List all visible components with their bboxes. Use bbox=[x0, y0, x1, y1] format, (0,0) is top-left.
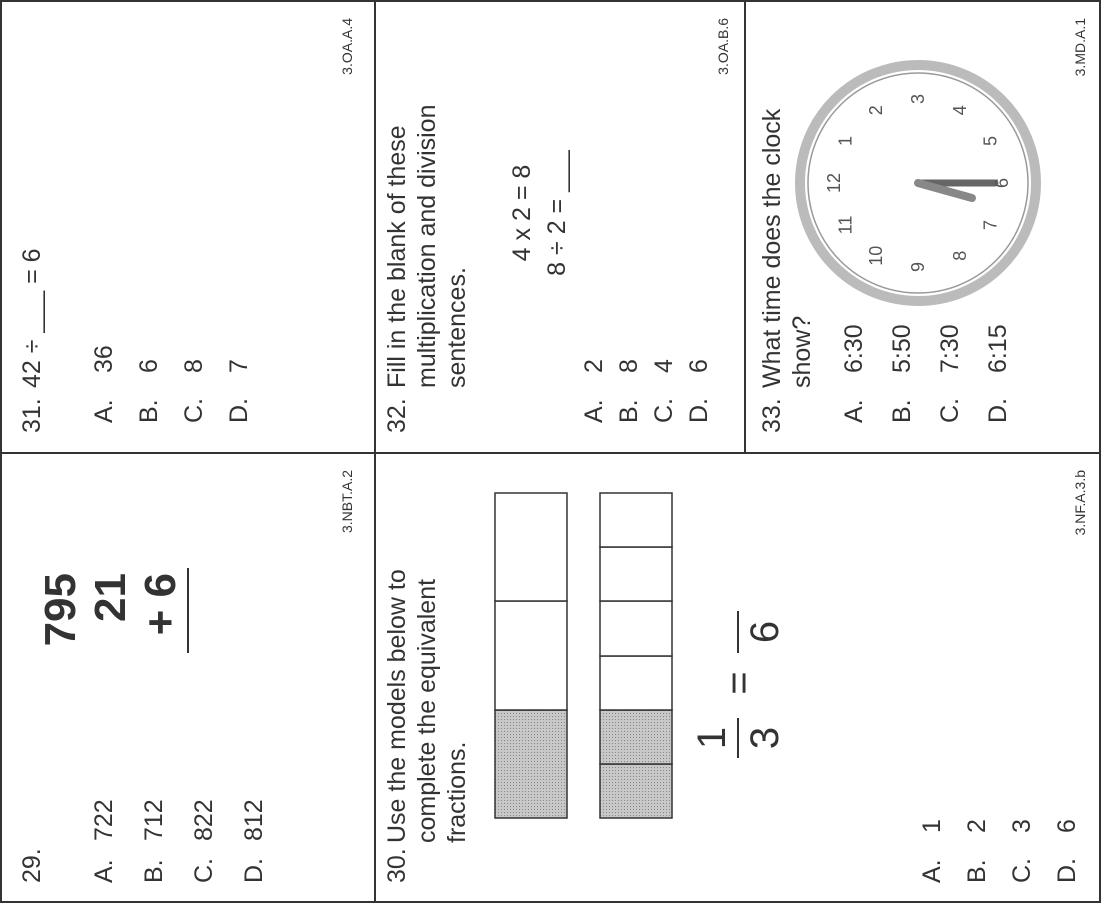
choice-letter: B. bbox=[140, 859, 168, 883]
question-number: 32. bbox=[383, 398, 411, 433]
prompt-line: complete the equivalent bbox=[413, 579, 441, 843]
choice-text: 6 bbox=[135, 359, 163, 373]
choice-text: 6:30 bbox=[840, 324, 868, 373]
choice-text: 6 bbox=[685, 359, 713, 373]
choice-letter: B. bbox=[615, 399, 643, 423]
equals-sign: = bbox=[717, 671, 761, 694]
choice-letter: B. bbox=[963, 859, 991, 883]
choice-letter: D. bbox=[984, 398, 1012, 423]
choice-letter: A. bbox=[90, 859, 118, 883]
choice-letter: D. bbox=[1053, 858, 1081, 883]
standard-code: 3.OA.B.6 bbox=[715, 18, 731, 75]
denominator: 3 bbox=[743, 727, 787, 749]
clock-number: 9 bbox=[908, 262, 928, 272]
equation: 8 ÷ 2 = ___ bbox=[543, 149, 571, 276]
choice-text: 2 bbox=[963, 819, 991, 833]
choice-text: 7 bbox=[225, 359, 253, 373]
rotated-page: 29. 795 21 + 6 3.NBT.A.2 30. Use the mod… bbox=[0, 0, 1101, 903]
clock-number: 4 bbox=[950, 105, 970, 115]
choice-text: 8 bbox=[180, 359, 208, 373]
worksheet: 29. 795 21 + 6 3.NBT.A.2 30. Use the mod… bbox=[0, 0, 1101, 903]
choice-text: 6 bbox=[1053, 819, 1081, 833]
choice-letter: B. bbox=[135, 399, 163, 423]
choice-text: 2 bbox=[580, 359, 608, 373]
choice-letter: A. bbox=[840, 399, 868, 423]
clock-number: 6 bbox=[992, 178, 1012, 188]
choice-text: 812 bbox=[240, 799, 268, 841]
standard-code: 3.NF.A.3.b bbox=[1072, 470, 1088, 536]
prompt-line: sentences. bbox=[443, 267, 471, 388]
choice-text: 722 bbox=[90, 799, 118, 841]
choice-letter: A. bbox=[90, 399, 118, 423]
choice-letter: D. bbox=[225, 398, 253, 423]
choice-text: 8 bbox=[615, 359, 643, 373]
choice-text: 36 bbox=[90, 345, 118, 373]
choice-letter: C. bbox=[650, 398, 678, 423]
choice-letter: A. bbox=[918, 859, 946, 883]
choice-letter: C. bbox=[190, 858, 218, 883]
choice-letter: D. bbox=[685, 398, 713, 423]
denominator: 6 bbox=[743, 621, 787, 643]
question-number: 29. bbox=[18, 848, 46, 883]
clock-number: 7 bbox=[981, 220, 1001, 230]
prompt-line: fractions. bbox=[443, 742, 471, 843]
question-number: 33. bbox=[758, 398, 786, 433]
question-number: 31. bbox=[18, 398, 46, 433]
choice-letter: B. bbox=[888, 399, 916, 423]
prompt-line: Use the models below to bbox=[383, 569, 411, 843]
clock-number: 12 bbox=[824, 173, 844, 193]
prompt-line: show? bbox=[788, 316, 816, 388]
choice-letter: C. bbox=[1008, 858, 1036, 883]
choice-letter: C. bbox=[936, 398, 964, 423]
fraction-model-sixths bbox=[600, 493, 672, 818]
choice-letter: D. bbox=[240, 858, 268, 883]
addend: 21 bbox=[86, 573, 135, 622]
standard-code: 3.OA.A.4 bbox=[339, 18, 355, 75]
prompt-line: What time does the clock bbox=[758, 108, 786, 388]
choice-text: 6:15 bbox=[984, 324, 1012, 373]
prompt-line: 42 ÷ ___ = 6 bbox=[18, 248, 46, 388]
choice-text: 5:50 bbox=[888, 324, 916, 373]
question-number: 30. bbox=[383, 848, 411, 883]
choice-text: 4 bbox=[650, 359, 678, 373]
choice-text: 7:30 bbox=[936, 324, 964, 373]
clock-number: 3 bbox=[908, 94, 928, 104]
choice-text: 822 bbox=[190, 799, 218, 841]
choice-text: 712 bbox=[140, 799, 168, 841]
addend: + 6 bbox=[136, 573, 185, 635]
choice-letter: A. bbox=[580, 399, 608, 423]
worksheet-page: {"questions": [ {"number": "29.", "probl… bbox=[0, 0, 1101, 903]
clock-number: 8 bbox=[950, 251, 970, 261]
prompt-line: multiplication and division bbox=[413, 105, 441, 388]
standard-code: 3.MD.A.1 bbox=[1072, 18, 1088, 77]
numerator: 1 bbox=[690, 727, 734, 749]
choice-letter: C. bbox=[180, 398, 208, 423]
clock-number: 1 bbox=[835, 136, 855, 146]
choice-text: 3 bbox=[1008, 819, 1036, 833]
prompt-line: Fill in the blank of these bbox=[383, 125, 411, 388]
choice-text: 1 bbox=[918, 819, 946, 833]
equation: 4 x 2 = 8 bbox=[508, 165, 536, 262]
fraction-model-thirds bbox=[495, 493, 567, 818]
clock-number: 10 bbox=[866, 246, 886, 266]
addend: 795 bbox=[36, 573, 85, 646]
clock-number: 2 bbox=[866, 105, 886, 115]
clock-number: 5 bbox=[981, 136, 1001, 146]
clock-number: 11 bbox=[835, 216, 855, 235]
standard-code: 3.NBT.A.2 bbox=[339, 470, 355, 533]
